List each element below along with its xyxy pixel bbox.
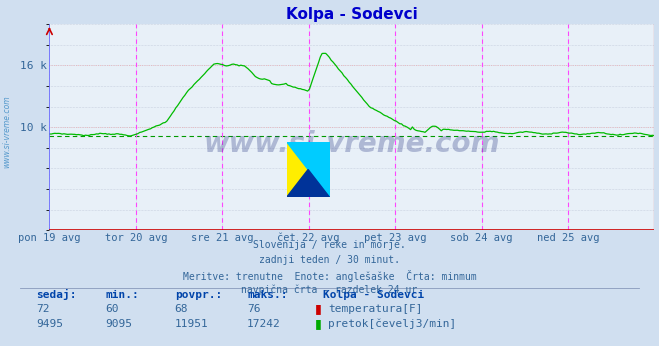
Title: Kolpa - Sodevci: Kolpa - Sodevci xyxy=(286,7,418,22)
Text: 76: 76 xyxy=(247,304,260,313)
Polygon shape xyxy=(287,142,330,197)
Polygon shape xyxy=(287,142,330,197)
Text: 72: 72 xyxy=(36,304,49,313)
Text: pretok[čevelj3/min]: pretok[čevelj3/min] xyxy=(328,318,457,329)
Text: www.si-vreme.com: www.si-vreme.com xyxy=(204,130,500,158)
Text: sedaj:: sedaj: xyxy=(36,289,76,300)
Text: Kolpa - Sodevci: Kolpa - Sodevci xyxy=(323,290,424,300)
Text: ▮: ▮ xyxy=(315,302,322,315)
Text: maks.:: maks.: xyxy=(247,290,287,300)
Text: 68: 68 xyxy=(175,304,188,313)
Text: navpična črta - razdelek 24 ur: navpična črta - razdelek 24 ur xyxy=(241,284,418,294)
Text: 60: 60 xyxy=(105,304,119,313)
Text: 17242: 17242 xyxy=(247,319,281,328)
Text: povpr.:: povpr.: xyxy=(175,290,222,300)
Text: Slovenija / reke in morje.: Slovenija / reke in morje. xyxy=(253,240,406,251)
Text: ▮: ▮ xyxy=(315,317,322,330)
Text: Meritve: trenutne  Enote: anglešaške  Črta: minmum: Meritve: trenutne Enote: anglešaške Črta… xyxy=(183,270,476,282)
Text: www.si-vreme.com: www.si-vreme.com xyxy=(2,95,11,168)
Text: 9095: 9095 xyxy=(105,319,132,328)
Text: min.:: min.: xyxy=(105,290,139,300)
Text: 9495: 9495 xyxy=(36,319,63,328)
Text: zadnji teden / 30 minut.: zadnji teden / 30 minut. xyxy=(259,255,400,265)
Polygon shape xyxy=(287,170,330,197)
Text: 11951: 11951 xyxy=(175,319,208,328)
Text: temperatura[F]: temperatura[F] xyxy=(328,304,422,313)
